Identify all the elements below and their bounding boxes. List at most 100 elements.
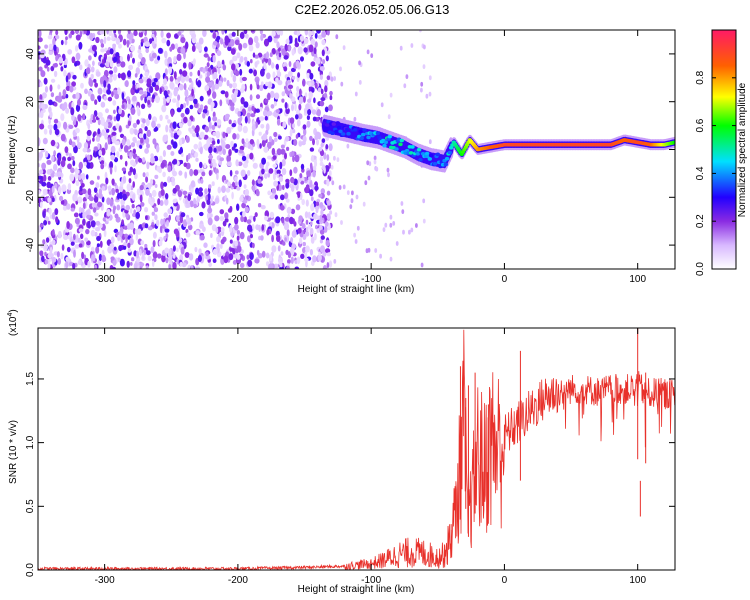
sparse-blob <box>333 155 336 161</box>
noise-blob <box>219 243 223 249</box>
x-tick-label: -100 <box>361 274 381 285</box>
noise-blob <box>324 85 328 93</box>
noise-blob <box>211 195 214 200</box>
noise-blob <box>107 137 111 145</box>
noise-blob <box>315 206 319 214</box>
noise-blob <box>219 215 224 222</box>
noise-blob <box>138 31 144 38</box>
noise-blob <box>39 81 43 87</box>
noise-blob <box>311 155 314 162</box>
noise-blob <box>316 109 321 117</box>
noise-blob <box>95 220 101 226</box>
noise-blob <box>164 198 169 206</box>
noise-blob <box>296 86 300 93</box>
noise-blob <box>79 185 83 192</box>
noise-blob <box>81 188 87 195</box>
noise-blob <box>111 91 114 98</box>
sparse-blob <box>373 159 377 165</box>
noise-blob <box>131 204 135 209</box>
noise-blob <box>121 104 125 109</box>
track-core <box>444 156 450 161</box>
sparse-blob <box>346 190 350 196</box>
noise-blob <box>81 173 86 181</box>
noise-blob <box>291 75 296 80</box>
noise-blob <box>52 229 55 236</box>
noise-blob <box>302 124 307 130</box>
noise-blob <box>106 50 111 56</box>
noise-blob <box>208 184 212 189</box>
noise-blob <box>93 207 97 213</box>
noise-blob <box>286 206 292 214</box>
noise-blob <box>318 251 321 256</box>
noise-blob <box>61 244 65 251</box>
noise-blob <box>232 82 238 89</box>
noise-blob <box>285 107 290 115</box>
noise-blob <box>324 221 329 227</box>
noise-blob <box>40 110 44 119</box>
noise-blob <box>197 70 201 77</box>
noise-blob <box>235 181 238 187</box>
noise-blob <box>229 239 233 244</box>
noise-blob <box>269 194 275 200</box>
noise-blob <box>92 60 95 67</box>
noise-blob <box>185 217 189 222</box>
noise-blob <box>76 135 80 144</box>
noise-blob <box>243 30 248 35</box>
noise-blob <box>260 33 264 42</box>
noise-blob <box>289 93 293 99</box>
noise-blob <box>260 68 265 77</box>
noise-blob <box>136 188 140 196</box>
noise-blob <box>113 246 117 251</box>
sparse-blob <box>333 76 336 81</box>
noise-blob <box>48 99 53 106</box>
noise-blob <box>275 216 281 224</box>
noise-blob <box>142 118 146 124</box>
noise-blob <box>147 99 151 105</box>
noise-blob <box>177 31 182 36</box>
noise-blob <box>66 221 70 229</box>
noise-blob <box>156 165 162 172</box>
y-tick-label: -40 <box>25 237 36 252</box>
noise-blob <box>128 32 134 40</box>
noise-blob <box>239 56 244 63</box>
noise-blob <box>66 246 71 253</box>
noise-blob <box>72 262 76 269</box>
noise-blob <box>164 228 170 233</box>
noise-blob <box>120 198 125 206</box>
sparse-blob <box>333 259 337 264</box>
noise-blob <box>182 102 187 109</box>
noise-blob <box>103 69 109 78</box>
noise-blob <box>276 118 281 126</box>
x-tick-label: -300 <box>95 575 115 586</box>
noise-blob <box>230 38 235 47</box>
noise-blob <box>219 38 224 45</box>
noise-blob <box>165 193 169 200</box>
sparse-blob <box>358 80 362 85</box>
noise-blob <box>187 224 193 231</box>
noise-blob <box>230 48 236 55</box>
noise-blob <box>319 74 323 80</box>
sparse-blob <box>428 75 432 81</box>
noise-blob <box>191 44 196 53</box>
noise-blob <box>180 75 186 83</box>
noise-blob <box>255 108 261 113</box>
noise-blob <box>151 81 156 88</box>
x-tick-label: -200 <box>228 274 248 285</box>
sparse-blob <box>342 184 346 190</box>
noise-blob <box>177 94 181 101</box>
track-core <box>331 122 336 126</box>
noise-blob <box>284 217 290 222</box>
noise-blob <box>41 162 46 170</box>
noise-blob <box>151 189 157 198</box>
noise-blob <box>297 227 302 234</box>
noise-blob <box>110 236 115 244</box>
noise-blob <box>324 106 329 113</box>
noise-blob <box>212 131 217 137</box>
sparse-blob <box>389 92 393 98</box>
colorbar-tick-label: 0.6 <box>695 118 706 132</box>
noise-blob <box>160 162 165 169</box>
noise-blob <box>43 77 48 85</box>
noise-blob <box>195 42 201 49</box>
noise-blob <box>106 30 109 35</box>
noise-blob <box>226 155 231 163</box>
